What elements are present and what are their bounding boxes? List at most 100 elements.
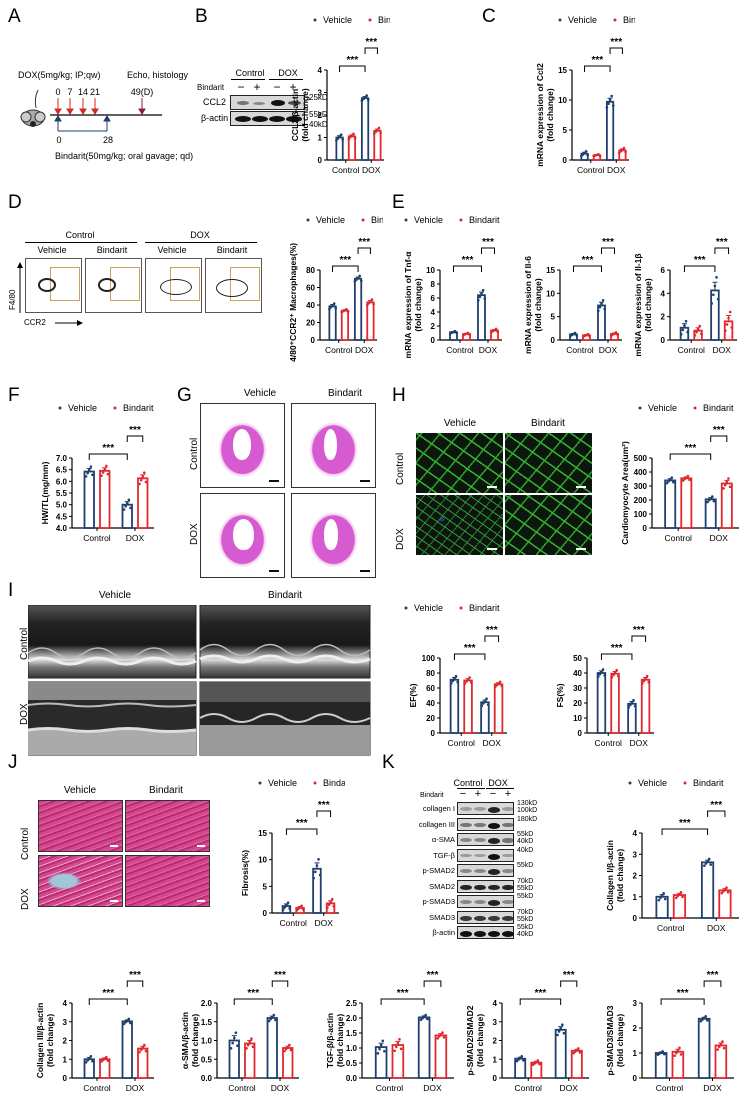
sign: +	[253, 80, 261, 94]
bar	[654, 1052, 668, 1079]
mw-marker: 130kD	[517, 800, 538, 807]
svg-text:1.5: 1.5	[346, 1029, 358, 1038]
blot-strip	[457, 910, 514, 924]
flow-plot-control-vehicle	[25, 258, 82, 313]
svg-text:Control: Control	[280, 918, 308, 928]
blot-row-label: β-actin	[432, 928, 455, 937]
svg-text:Bindarit: Bindarit	[469, 215, 500, 225]
flow-plot-control-bindarit	[85, 258, 142, 313]
svg-text:***: ***	[710, 800, 722, 811]
bindarit-end-day: 28	[102, 135, 114, 145]
bar-chart-b: Vehicle Bindarit 0 1 2 3 4 CCL2/β-actin(fold ch…	[290, 15, 390, 175]
svg-text:Bindarit: Bindarit	[703, 403, 734, 413]
sign: −	[489, 788, 497, 800]
mw-marker: 55kD	[517, 915, 534, 923]
panel-label-a: A	[8, 6, 21, 27]
svg-text:Bindarit: Bindarit	[323, 778, 345, 788]
svg-text:***: ***	[677, 988, 689, 999]
svg-text:2.0: 2.0	[201, 999, 213, 1008]
flow-subgroup: Vehicle	[37, 245, 67, 255]
svg-text:2: 2	[431, 322, 436, 331]
flow-cytometry-plots: Control DOX Vehicle Bindarit Vehicle Bin…	[0, 230, 265, 330]
bar	[347, 135, 357, 161]
dox-protocol-text: DOX(5mg/kg; IP;qw)	[18, 70, 101, 80]
svg-text:Bindarit: Bindarit	[469, 603, 500, 613]
svg-text:2: 2	[661, 313, 666, 322]
svg-text:0: 0	[661, 336, 666, 345]
chart-legend: Vehicle Bindarit	[558, 15, 635, 25]
bindarit-bracket	[54, 115, 111, 132]
bar-chart-i2: 0 10 20 30 40 50 FS(%) Control DOX *** ***	[555, 625, 654, 748]
mw-marker: 55kD	[517, 893, 534, 900]
svg-text:DOX: DOX	[355, 345, 374, 355]
chart-legend: Vehicle Bindarit	[58, 403, 154, 413]
flow-axis-arrows	[17, 262, 83, 326]
echo-images	[28, 605, 371, 756]
svg-text:***: ***	[274, 970, 286, 981]
svg-text:0: 0	[63, 1074, 68, 1083]
bar	[463, 679, 473, 734]
col-label: Bindarit	[328, 388, 362, 399]
chart-legend: Vehicle Bindarit	[258, 778, 345, 788]
svg-text:0.0: 0.0	[201, 1074, 213, 1083]
bar-chart-k6: 0 1 2 3 p-SMAD3/SMAD3(fold change) Control DOX…	[605, 970, 734, 1093]
svg-text:300: 300	[634, 482, 648, 491]
svg-text:Control: Control	[376, 1083, 404, 1093]
bar	[596, 672, 607, 734]
svg-text:0: 0	[578, 729, 583, 738]
svg-text:***: ***	[464, 643, 476, 654]
bar	[477, 294, 486, 341]
svg-text:3: 3	[63, 1018, 68, 1027]
bar	[720, 482, 733, 529]
svg-text:DOX: DOX	[599, 345, 618, 355]
svg-text:0: 0	[633, 1074, 638, 1083]
svg-text:***: ***	[633, 625, 645, 636]
y-axis-label: p-SMAD2/SMAD2(fold change)	[465, 1005, 485, 1075]
bar-chart-e3: 0 2 4 6 mRNA expression of Il-1β(fold change…	[633, 237, 737, 357]
sign: +	[289, 80, 297, 94]
bar	[664, 479, 677, 529]
blot-group-control: Control	[453, 778, 483, 788]
y-axis-label: FS(%)	[555, 683, 565, 707]
svg-text:Vehicle: Vehicle	[68, 403, 97, 413]
svg-text:4: 4	[63, 999, 68, 1008]
svg-text:***: ***	[535, 988, 547, 999]
echo-control-vehicle	[28, 605, 197, 679]
panel-label-h: H	[392, 385, 406, 406]
y-axis-label: Fibrosis(%)	[240, 850, 250, 896]
row-label: DOX	[20, 888, 31, 910]
bar	[266, 1017, 278, 1079]
bar-chart-k1: Vehicle Bindarit 0 1 2 3 4 Collagen I/β-actin(f…	[605, 778, 739, 933]
svg-text:Control: Control	[656, 1083, 684, 1093]
y-axis-label: F4/80⁺CCR2⁺ Macrophages(%)	[288, 243, 298, 362]
bar	[328, 305, 337, 341]
svg-text:Control: Control	[83, 1083, 111, 1093]
svg-text:***: ***	[129, 425, 141, 436]
svg-text:1: 1	[63, 1055, 68, 1064]
flow-subgroup: Bindarit	[216, 245, 248, 255]
wga-image-dox-vehicle	[416, 495, 503, 555]
endpoint-text: Echo, histology	[127, 70, 189, 80]
svg-text:4: 4	[661, 289, 666, 298]
svg-text:50: 50	[573, 654, 582, 663]
blot-row-label: p-SMAD2	[422, 866, 455, 875]
mw-marker: 25kD	[309, 93, 328, 102]
bar	[282, 1047, 294, 1079]
svg-text:100: 100	[422, 654, 436, 663]
svg-text:0: 0	[431, 336, 436, 345]
y-axis-label: mRNA expression of Il-6(fold change)	[523, 256, 543, 354]
bar	[700, 861, 715, 919]
svg-text:2: 2	[63, 1037, 68, 1046]
svg-text:***: ***	[713, 425, 725, 436]
mw-marker: 55kD	[517, 924, 534, 931]
svg-text:Control: Control	[657, 923, 685, 933]
svg-text:20: 20	[306, 319, 315, 328]
svg-text:***: ***	[694, 255, 706, 266]
panel-label-e: E	[392, 192, 405, 213]
svg-text:0: 0	[563, 156, 568, 165]
col-label: Vehicle	[443, 418, 477, 429]
svg-text:***: ***	[358, 237, 370, 248]
svg-text:***: ***	[339, 255, 351, 266]
